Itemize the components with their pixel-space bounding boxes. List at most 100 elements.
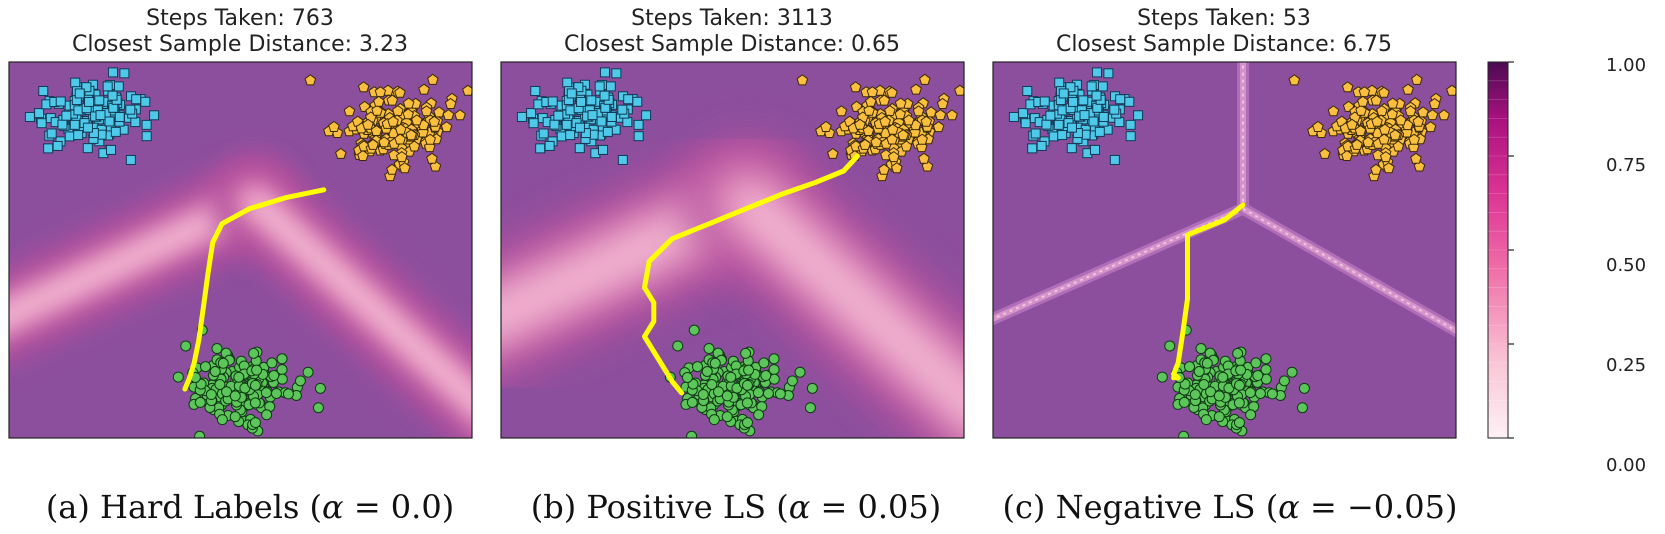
orange-point <box>878 163 890 175</box>
orange-point <box>1288 74 1301 86</box>
orange-point <box>1341 81 1354 93</box>
green-point <box>251 364 263 376</box>
green-point <box>1189 389 1201 401</box>
blue-point <box>526 108 537 119</box>
blue-point <box>102 81 113 92</box>
orange-point <box>1379 150 1392 163</box>
green-point <box>194 396 206 408</box>
orange-point <box>862 124 875 136</box>
blue-point <box>587 110 598 121</box>
blue-point <box>52 140 63 151</box>
orange-point <box>1362 136 1374 148</box>
green-point <box>214 379 226 391</box>
green-point <box>270 387 282 399</box>
blue-point <box>82 143 93 154</box>
green-point <box>1254 387 1266 399</box>
blue-point <box>1036 140 1047 151</box>
green-point <box>681 371 693 383</box>
green-point <box>688 324 700 336</box>
blue-point <box>82 122 93 133</box>
green-point <box>1296 402 1308 414</box>
green-point <box>686 430 698 438</box>
orange-point <box>427 73 439 85</box>
blue-point <box>1008 111 1019 122</box>
blue-point <box>43 143 54 154</box>
orange-point <box>835 105 848 117</box>
green-point <box>760 370 772 382</box>
trajectory-line <box>182 187 327 392</box>
caption-c-prefix: (c) Negative LS ( <box>1002 488 1279 526</box>
orange-point <box>1417 106 1429 118</box>
green-point <box>217 357 229 369</box>
green-point <box>1178 396 1190 408</box>
blue-point <box>36 118 47 129</box>
green-point <box>1298 382 1310 394</box>
orange-point <box>378 136 390 148</box>
orange-point <box>1382 162 1395 174</box>
orange-point <box>462 84 472 96</box>
orange-cluster <box>796 73 964 182</box>
blue-point <box>38 85 49 96</box>
caption-a-rest: = 0.0) <box>343 488 455 526</box>
orange-point <box>442 109 455 121</box>
green-point <box>1266 388 1278 400</box>
orange-point <box>343 105 356 117</box>
orange-point <box>934 109 947 121</box>
orange-point <box>859 138 871 150</box>
plot-frame <box>500 61 965 439</box>
blue-point <box>617 104 628 115</box>
green-point <box>211 343 223 355</box>
orange-point <box>1410 152 1422 164</box>
green-point <box>266 357 278 369</box>
green-point <box>282 388 294 400</box>
blue-point <box>1090 144 1101 155</box>
closest-distance-label: Closest Sample Distance: 6.75 <box>1055 32 1393 57</box>
orange-point <box>1408 133 1420 145</box>
orange-point <box>1312 120 1324 132</box>
green-point <box>743 364 755 376</box>
orange-point <box>1351 138 1363 150</box>
green-point <box>1252 370 1264 382</box>
orange-point <box>428 115 441 127</box>
blue-point <box>1079 110 1090 121</box>
orange-point <box>328 120 340 132</box>
blue-point <box>602 126 613 137</box>
orange-point <box>920 115 933 127</box>
orange-point <box>954 84 964 96</box>
orange-point <box>1358 86 1371 98</box>
blue-point <box>1133 110 1144 121</box>
orange-point <box>916 133 928 145</box>
orange-point <box>1428 97 1441 109</box>
blue-point <box>1065 82 1076 93</box>
blue-point <box>606 112 617 123</box>
green-point <box>1232 347 1244 359</box>
orange-point <box>1395 114 1407 126</box>
blue-point <box>1066 143 1077 154</box>
blue-point <box>1030 128 1041 139</box>
blue-point <box>553 110 564 121</box>
orange-cluster <box>304 73 472 182</box>
blue-point <box>632 96 643 107</box>
orange-point <box>1424 121 1437 133</box>
blue-point <box>580 128 591 139</box>
blue-point <box>576 96 587 107</box>
blue-point <box>1114 117 1125 128</box>
green-point <box>1164 340 1176 352</box>
green-point <box>268 370 280 382</box>
green-point <box>249 417 261 429</box>
orange-point <box>1370 163 1382 175</box>
blue-point <box>46 128 57 139</box>
orange-point <box>796 74 809 86</box>
green-point <box>1217 371 1229 383</box>
blue-point <box>574 122 585 133</box>
colorbar-tick-label: 0.75 <box>1606 155 1647 176</box>
orange-point <box>887 150 900 163</box>
blue-point <box>1072 128 1083 139</box>
blue-point <box>70 77 81 88</box>
blue-point <box>34 108 45 119</box>
green-point <box>741 397 753 409</box>
panel-title-b: Steps Taken: 3113 Closest Sample Distanc… <box>482 6 982 58</box>
caption-a-prefix: (a) Hard Labels ( <box>45 488 323 526</box>
green-point <box>691 361 703 373</box>
green-point <box>1286 366 1298 378</box>
